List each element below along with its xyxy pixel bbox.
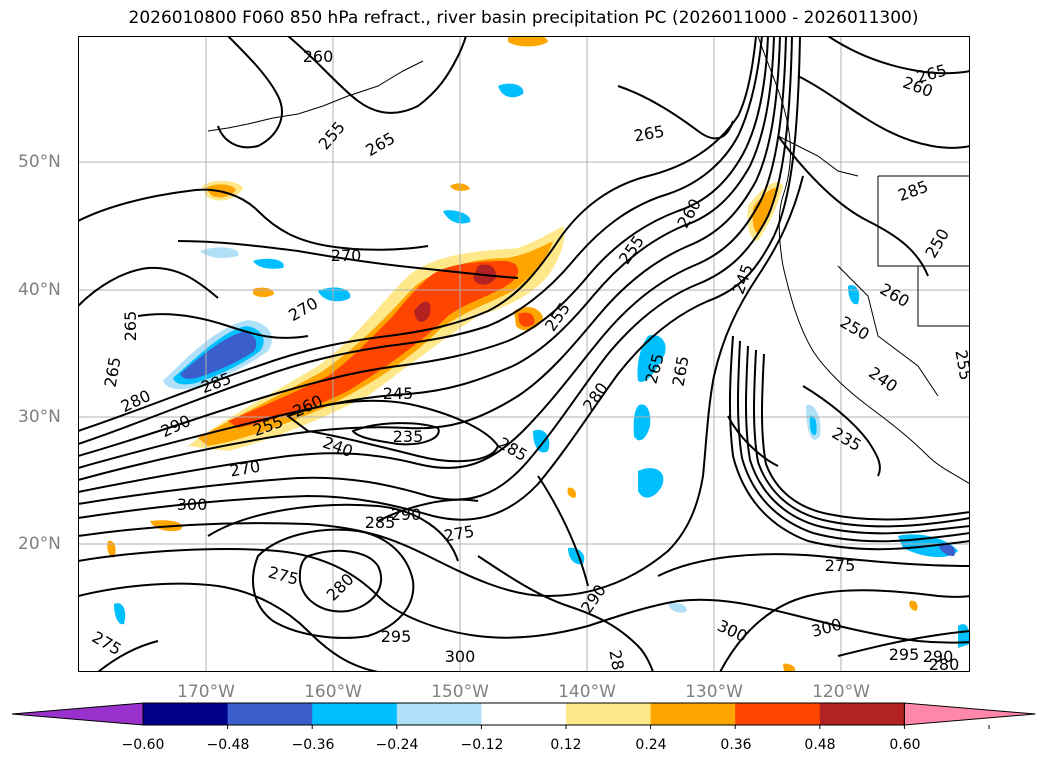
lat-label-30n: 30°N (18, 407, 61, 427)
colorbar-tick-label: −0.60 (121, 737, 165, 753)
colorbar-segment (143, 703, 229, 725)
refractivity-contours (78, 36, 970, 672)
contour-label: 300 (177, 495, 208, 514)
colorbar-segment (227, 703, 313, 725)
contour-label: 285 (365, 513, 396, 532)
colorbar-extend-high (903, 702, 1036, 726)
contour-label: 280 (605, 648, 629, 672)
colorbar-segment (819, 703, 905, 725)
lon-label-120w: 120°W (812, 682, 870, 702)
lat-label-20n: 20°N (18, 534, 61, 554)
contour-label: 275 (825, 556, 856, 575)
contour-label: 290 (923, 647, 954, 666)
colorbar-tick-label: 0.12 (550, 737, 582, 753)
contour-label: 255 (951, 348, 970, 381)
lon-label-130w: 130°W (685, 682, 743, 702)
colorbar-tick-label: 0.24 (635, 737, 667, 753)
contour-label: 280 (929, 655, 960, 672)
colorbar-tick-label: −0.24 (375, 737, 419, 753)
map-title: 2026010800 F060 850 hPa refract., river … (128, 8, 919, 28)
colorbar-segment (481, 703, 567, 725)
lat-label-50n: 50°N (18, 152, 61, 172)
colorbar-frame (142, 702, 905, 726)
colorbar-tick-label: 0.48 (804, 737, 836, 753)
colorbar-segment (312, 703, 398, 725)
map-panel: 260 255 265 265 260 265 270 265 265 270 … (78, 36, 970, 672)
colorbar-segment (396, 703, 482, 725)
colorbar-tick-label: −0.12 (460, 737, 504, 753)
map-frame (78, 36, 970, 672)
lon-label-150w: 150°W (431, 682, 489, 702)
lon-label-140w: 140°W (558, 682, 616, 702)
colorbar-tick-label: 0.36 (720, 737, 752, 753)
colorbar-extend-low (11, 702, 144, 726)
colorbar-tick-label: 0.60 (889, 737, 921, 753)
contour-label: 265 (121, 311, 140, 342)
contour-label: 245 (383, 384, 414, 403)
colorbar (11, 702, 1036, 729)
colorbar-segment (650, 703, 736, 725)
colorbar-tick-label: −0.36 (291, 737, 335, 753)
contour-label: 300 (445, 647, 476, 666)
colorbar-segment (566, 703, 652, 725)
contour-label: 295 (381, 627, 412, 646)
contour-label: 290 (391, 505, 422, 524)
lat-label-40n: 40°N (18, 280, 61, 300)
lon-label-170w: 170°W (177, 682, 235, 702)
contour-label: 235 (393, 427, 424, 446)
contour-label: 260 (303, 47, 334, 66)
lon-label-160w: 160°W (304, 682, 362, 702)
contour-label: 295 (889, 645, 920, 664)
contour-label: 270 (331, 246, 362, 265)
colorbar-segment (735, 703, 821, 725)
colorbar-tick-label: −0.48 (206, 737, 250, 753)
